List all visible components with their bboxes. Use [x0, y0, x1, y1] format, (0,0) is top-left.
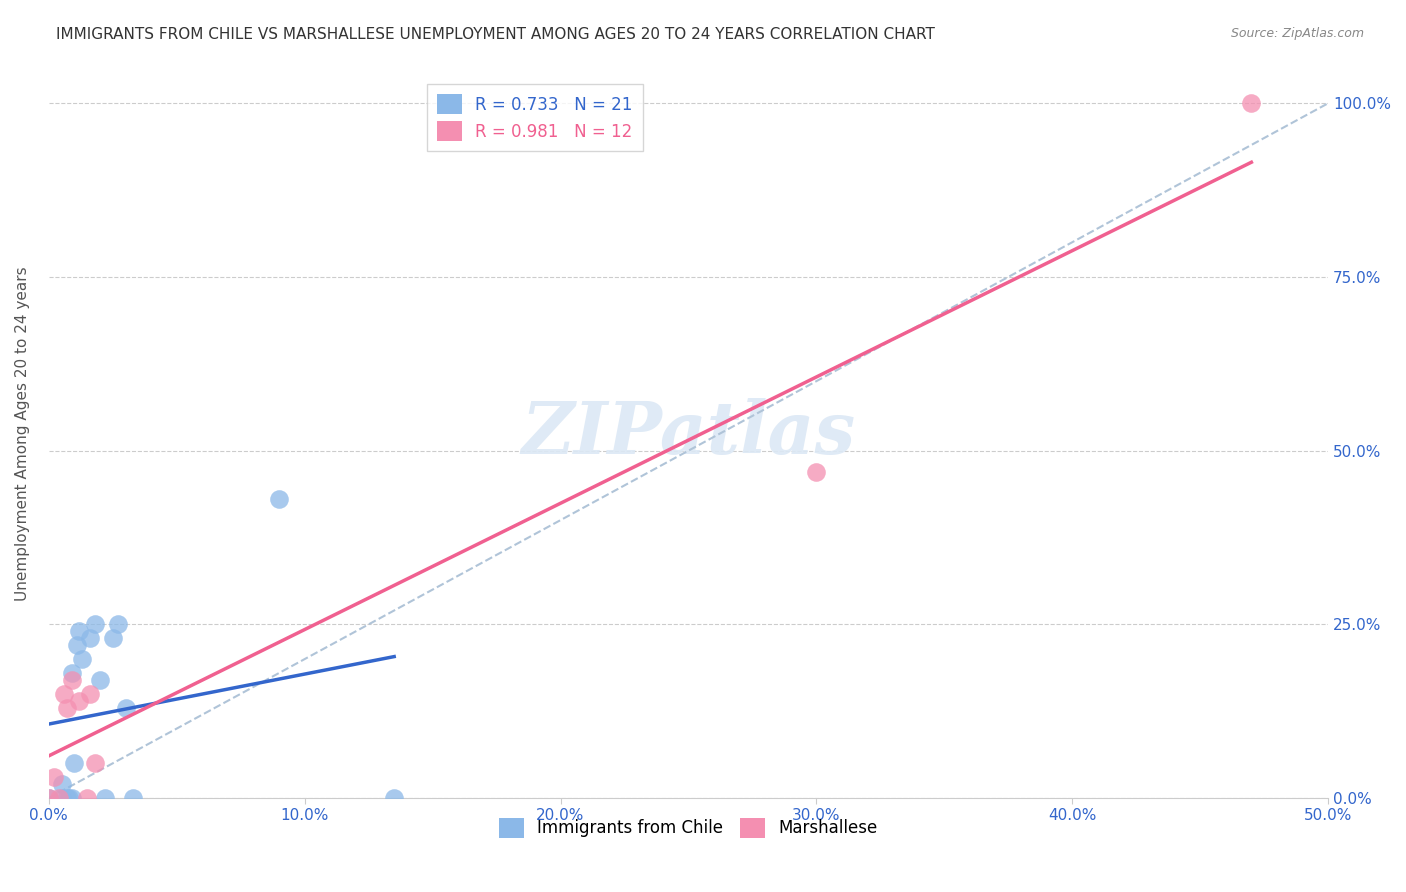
Text: Source: ZipAtlas.com: Source: ZipAtlas.com — [1230, 27, 1364, 40]
Point — [76, 791, 98, 805]
Point — [53, 687, 76, 701]
Point — [122, 791, 145, 805]
Point — [83, 756, 105, 771]
Point — [89, 673, 111, 687]
Point — [38, 791, 60, 805]
Point — [60, 791, 83, 805]
Point — [60, 673, 83, 687]
Point — [382, 791, 405, 805]
Point — [79, 687, 101, 701]
Text: ZIPatlas: ZIPatlas — [522, 398, 855, 469]
Point — [60, 665, 83, 680]
Point — [55, 791, 77, 805]
Point — [94, 791, 117, 805]
Point — [69, 624, 91, 639]
Legend: R = 0.733   N = 21, R = 0.981   N = 12: R = 0.733 N = 21, R = 0.981 N = 12 — [427, 84, 643, 152]
Point — [101, 632, 124, 646]
Point — [42, 770, 65, 784]
Point — [63, 756, 86, 771]
Point — [69, 694, 91, 708]
Point — [107, 617, 129, 632]
Point — [1240, 96, 1263, 111]
Point — [48, 791, 70, 805]
Point — [70, 652, 93, 666]
Point — [114, 700, 136, 714]
Point — [38, 791, 60, 805]
Point — [806, 465, 828, 479]
Point — [66, 638, 89, 652]
Text: IMMIGRANTS FROM CHILE VS MARSHALLESE UNEMPLOYMENT AMONG AGES 20 TO 24 YEARS CORR: IMMIGRANTS FROM CHILE VS MARSHALLESE UNE… — [56, 27, 935, 42]
Point — [51, 777, 73, 791]
Point — [83, 617, 105, 632]
Point — [55, 700, 77, 714]
Point — [267, 492, 290, 507]
Y-axis label: Unemployment Among Ages 20 to 24 years: Unemployment Among Ages 20 to 24 years — [15, 266, 30, 600]
Point — [58, 791, 80, 805]
Point — [79, 632, 101, 646]
Point — [51, 791, 73, 805]
